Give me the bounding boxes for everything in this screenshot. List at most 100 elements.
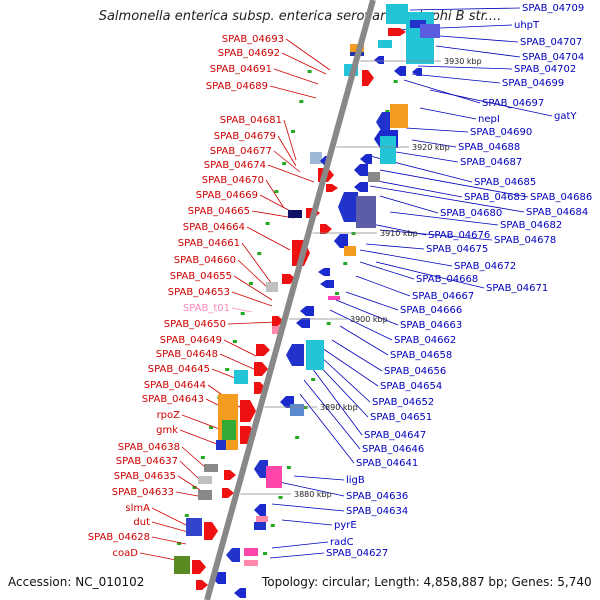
gene-feature-45[interactable] (256, 344, 270, 356)
gene-label-spab-04650[interactable]: SPAB_04650 (164, 319, 226, 330)
gene-label-spab-04671[interactable]: SPAB_04671 (486, 283, 548, 294)
gene-label-spab-04709[interactable]: SPAB_04709 (522, 3, 584, 14)
gene-label-spab-04651[interactable]: SPAB_04651 (370, 412, 432, 423)
gene-feature-37[interactable] (320, 280, 334, 288)
gene-feature-13[interactable] (412, 68, 422, 76)
gene-feature-53[interactable] (216, 440, 226, 450)
gene-feature-75[interactable] (234, 588, 246, 598)
gene-label-spab-04670[interactable]: SPAB_04670 (202, 175, 264, 186)
gene-feature-54[interactable] (240, 400, 256, 422)
gene-feature-44[interactable] (306, 340, 324, 370)
gene-label-spab-04699[interactable]: SPAB_04699 (502, 78, 564, 89)
gene-label-spab-04653[interactable]: SPAB_04653 (168, 287, 230, 298)
gene-feature-38[interactable] (328, 296, 340, 300)
gene-feature-47[interactable] (234, 370, 248, 384)
gene-feature-29[interactable] (288, 210, 302, 218)
gene-label-spab-04678[interactable]: SPAB_04678 (494, 235, 556, 246)
gene-label-spab-04654[interactable]: SPAB_04654 (380, 381, 442, 392)
gene-label-spab-04693[interactable]: SPAB_04693 (222, 34, 284, 45)
gene-feature-74[interactable] (196, 580, 208, 590)
gene-feature-19[interactable] (368, 172, 380, 182)
gene-label-spab-04635[interactable]: SPAB_04635 (114, 471, 176, 482)
gene-label-gmk[interactable]: gmk (156, 425, 178, 436)
gene-feature-59[interactable] (198, 490, 212, 500)
gene-feature-20[interactable] (354, 164, 368, 176)
gene-feature-71[interactable] (244, 548, 258, 556)
gene-label-spab-04667[interactable]: SPAB_04667 (412, 291, 474, 302)
gene-label-spab-04634[interactable]: SPAB_04634 (346, 506, 408, 517)
gene-feature-57[interactable] (224, 470, 236, 480)
gene-label-rpoz[interactable]: rpoZ (157, 410, 181, 421)
gene-feature-61[interactable] (254, 460, 268, 478)
gene-feature-33[interactable] (344, 246, 356, 256)
gene-label-spab-04702[interactable]: SPAB_04702 (514, 64, 576, 75)
gene-label-spab-04697[interactable]: SPAB_04697 (482, 98, 544, 109)
gene-label-spab-04691[interactable]: SPAB_04691 (210, 64, 272, 75)
gene-feature-17[interactable] (380, 136, 396, 164)
gene-label-spab-04692[interactable]: SPAB_04692 (218, 48, 280, 59)
gene-feature-22[interactable] (338, 192, 358, 222)
gene-feature-65[interactable] (254, 522, 266, 530)
gene-label-spab-04647[interactable]: SPAB_04647 (364, 430, 426, 441)
gene-label-spab-04683[interactable]: SPAB_04683 (464, 192, 526, 203)
gene-label-spab-04638[interactable]: SPAB_04638 (118, 442, 180, 453)
gene-label-spab-04637[interactable]: SPAB_04637 (116, 456, 178, 467)
gene-label-spab-t01[interactable]: SPAB_t01 (183, 303, 230, 314)
gene-feature-11[interactable] (394, 66, 406, 76)
gene-label-spab-04652[interactable]: SPAB_04652 (372, 397, 434, 408)
gene-feature-67[interactable] (204, 522, 218, 540)
gene-feature-63[interactable] (254, 504, 266, 516)
gene-label-spab-04641[interactable]: SPAB_04641 (356, 458, 418, 469)
gene-label-dut[interactable]: dut (133, 517, 150, 528)
gene-feature-52[interactable] (222, 420, 236, 440)
gene-label-spab-04704[interactable]: SPAB_04704 (522, 52, 584, 63)
gene-label-spab-04649[interactable]: SPAB_04649 (160, 335, 222, 346)
gene-label-spab-04655[interactable]: SPAB_04655 (170, 271, 232, 282)
gene-label-spab-04636[interactable]: SPAB_04636 (346, 491, 408, 502)
gene-label-spab-04646[interactable]: SPAB_04646 (362, 444, 424, 455)
gene-feature-23[interactable] (356, 196, 376, 228)
gene-label-coad[interactable]: coaD (113, 548, 139, 559)
gene-label-spab-04627[interactable]: SPAB_04627 (326, 548, 388, 559)
gene-label-spab-04664[interactable]: SPAB_04664 (183, 222, 245, 233)
gene-feature-68[interactable] (174, 556, 190, 574)
gene-label-spab-04663[interactable]: SPAB_04663 (400, 320, 462, 331)
gene-label-spab-04707[interactable]: SPAB_04707 (520, 37, 582, 48)
gene-label-gaty[interactable]: gatY (554, 111, 577, 122)
gene-label-spab-04669[interactable]: SPAB_04669 (196, 190, 258, 201)
gene-label-spab-04672[interactable]: SPAB_04672 (454, 261, 516, 272)
gene-feature-15[interactable] (376, 112, 390, 132)
gene-label-spab-04681[interactable]: SPAB_04681 (220, 115, 282, 126)
gene-label-spab-04686[interactable]: SPAB_04686 (530, 192, 592, 203)
gene-label-spab-04679[interactable]: SPAB_04679 (214, 131, 276, 142)
gene-label-spab-04648[interactable]: SPAB_04648 (156, 349, 218, 360)
gene-label-pyre[interactable]: pyrE (334, 520, 357, 531)
gene-feature-5[interactable] (374, 56, 384, 64)
gene-label-slma[interactable]: slmA (125, 503, 150, 514)
gene-feature-43[interactable] (286, 344, 304, 366)
gene-label-uhpt[interactable]: uhpT (514, 20, 540, 31)
gene-label-nepi[interactable]: nepI (478, 114, 500, 125)
gene-feature-50[interactable] (290, 404, 304, 416)
gene-label-spab-04689[interactable]: SPAB_04689 (206, 81, 268, 92)
gene-feature-25[interactable] (310, 152, 322, 164)
gene-feature-8[interactable] (388, 28, 406, 36)
gene-feature-24[interactable] (334, 234, 348, 248)
gene-feature-31[interactable] (320, 224, 332, 234)
gene-feature-14[interactable] (390, 104, 408, 128)
gene-label-spab-04688[interactable]: SPAB_04688 (458, 142, 520, 153)
gene-label-spab-04668[interactable]: SPAB_04668 (416, 274, 478, 285)
gene-label-spab-04677[interactable]: SPAB_04677 (210, 146, 272, 157)
gene-label-spab-04660[interactable]: SPAB_04660 (174, 255, 236, 266)
gene-feature-6[interactable] (378, 40, 392, 48)
gene-label-spab-04687[interactable]: SPAB_04687 (460, 157, 522, 168)
gene-feature-70[interactable] (226, 548, 240, 562)
gene-feature-7[interactable] (386, 4, 408, 24)
gene-label-spab-04685[interactable]: SPAB_04685 (474, 177, 536, 188)
gene-label-spab-04676[interactable]: SPAB_04676 (428, 230, 490, 241)
gene-feature-21[interactable] (354, 182, 368, 192)
gene-label-ligb[interactable]: ligB (346, 475, 365, 486)
gene-feature-12[interactable] (420, 24, 440, 38)
gene-feature-72[interactable] (244, 560, 258, 566)
gene-label-spab-04643[interactable]: SPAB_04643 (142, 394, 204, 405)
